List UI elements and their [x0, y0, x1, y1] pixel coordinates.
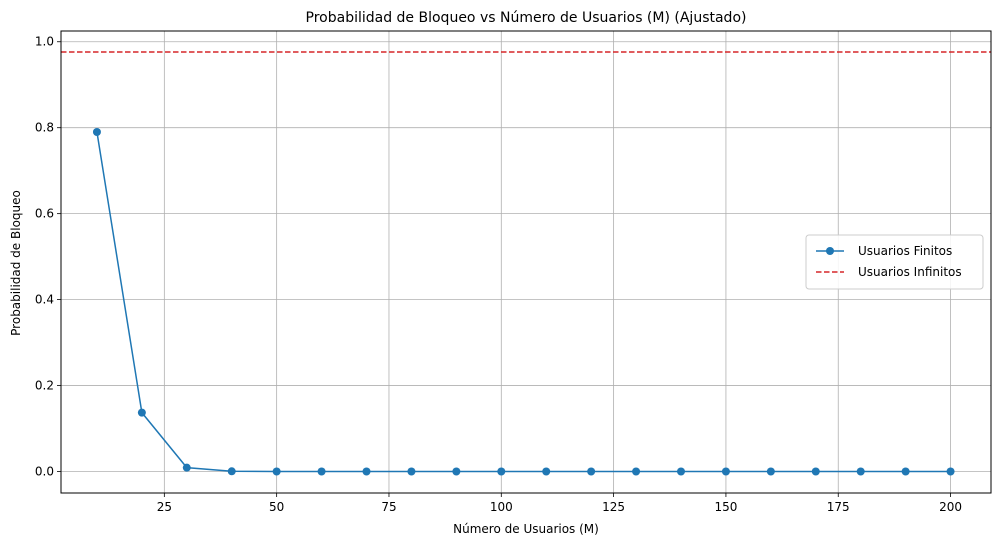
- y-tick-label: 0.6: [35, 207, 54, 221]
- data-point-usuarios-finitos: [677, 467, 685, 476]
- data-point-usuarios-finitos: [946, 467, 955, 476]
- legend: Usuarios Finitos Usuarios Infinitos: [805, 234, 984, 290]
- data-point-usuarios-finitos: [811, 467, 820, 476]
- x-tick-label: 100: [490, 500, 513, 514]
- data-point-usuarios-finitos: [137, 408, 146, 417]
- data-point-usuarios-finitos: [632, 467, 641, 476]
- data-point-usuarios-finitos: [766, 467, 775, 476]
- legend-marker-finitos: [826, 247, 834, 255]
- grid-lines: [61, 31, 991, 493]
- data-point-usuarios-finitos: [92, 127, 101, 136]
- y-tick-label: 1.0: [35, 35, 54, 49]
- x-tick-label: 200: [939, 500, 962, 514]
- legend-label-infinitos: Usuarios Infinitos: [858, 265, 962, 279]
- chart-title: Probabilidad de Bloqueo vs Número de Usu…: [306, 10, 747, 26]
- data-point-usuarios-finitos: [901, 467, 910, 476]
- x-axis-ticks: 25 50 75 100 125 150 175 200: [157, 493, 962, 514]
- data-point-usuarios-finitos: [227, 467, 236, 476]
- data-point-usuarios-finitos: [452, 467, 461, 476]
- data-point-usuarios-finitos: [317, 467, 326, 476]
- y-axis-ticks: 0.0 0.2 0.4 0.6 0.8 1.0: [35, 35, 61, 479]
- x-tick-label: 125: [602, 500, 625, 514]
- series-layer: [92, 127, 955, 476]
- x-tick-label: 175: [827, 500, 850, 514]
- data-point-usuarios-finitos: [542, 467, 551, 476]
- y-tick-label: 0.2: [35, 379, 54, 393]
- data-point-usuarios-finitos: [272, 467, 281, 476]
- legend-label-finitos: Usuarios Finitos: [858, 244, 952, 258]
- x-tick-label: 50: [269, 500, 284, 514]
- data-point-usuarios-finitos: [497, 467, 506, 476]
- data-point-usuarios-finitos: [856, 467, 865, 476]
- data-point-usuarios-finitos: [362, 467, 371, 476]
- y-axis-label: Probabilidad de Bloqueo: [9, 190, 23, 336]
- x-tick-label: 25: [157, 500, 172, 514]
- y-tick-label: 0.8: [35, 121, 54, 135]
- x-tick-label: 150: [714, 500, 737, 514]
- legend-box: [805, 234, 984, 290]
- data-point-usuarios-finitos: [407, 467, 416, 476]
- data-point-usuarios-finitos: [587, 467, 596, 476]
- series-line-usuarios-finitos: [96, 131, 951, 473]
- y-tick-label: 0.0: [35, 465, 54, 479]
- y-tick-label: 0.4: [35, 293, 54, 307]
- data-point-usuarios-finitos: [182, 463, 191, 472]
- data-point-usuarios-finitos: [721, 467, 730, 476]
- x-axis-label: Número de Usuarios (M): [453, 522, 599, 536]
- plot-area-frame: [60, 30, 992, 494]
- x-tick-label: 75: [381, 500, 396, 514]
